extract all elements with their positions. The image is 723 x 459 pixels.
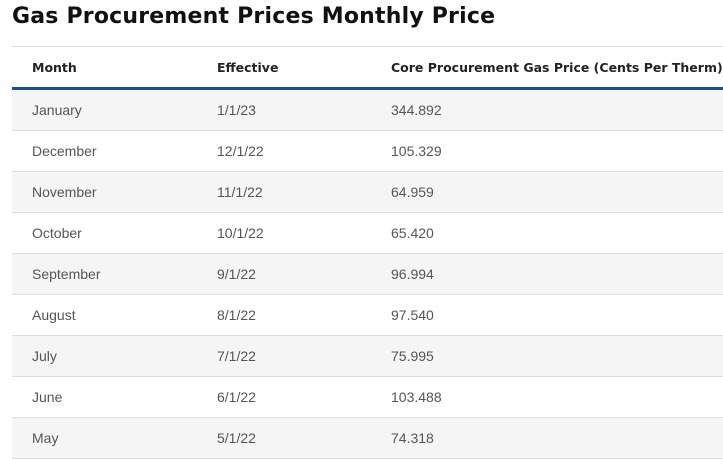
table-row: November 11/1/22 64.959 [12, 171, 723, 213]
table-cell: 7/1/22 [197, 335, 371, 377]
table-cell: July [12, 335, 197, 377]
table-cell: 74.318 [371, 417, 723, 459]
table-body: January 1/1/23 344.892 December 12/1/22 105.3… [12, 88, 723, 459]
table-row: January 1/1/23 344.892 [12, 88, 723, 131]
table-cell: 344.892 [371, 88, 723, 131]
page: Gas Procurement Prices Monthly Price Mon… [12, 4, 723, 459]
header-row: Month Effective Core Procurement Gas Price… [12, 46, 723, 90]
table-row: December 12/1/22 105.329 [12, 130, 723, 172]
table-cell: 105.329 [371, 130, 723, 172]
table-cell: 10/1/22 [197, 212, 371, 254]
table-cell: September [12, 253, 197, 295]
column-header: Core Procurement Gas Price (Cents Per Th… [371, 46, 723, 90]
column-header: Effective [197, 46, 371, 90]
table-cell: 65.420 [371, 212, 723, 254]
table-row: May 5/1/22 74.318 [12, 417, 723, 459]
table-cell: 6/1/22 [197, 376, 371, 418]
page-title: Gas Procurement Prices Monthly Price [12, 4, 496, 29]
table-row: August 8/1/22 97.540 [12, 294, 723, 336]
table-cell: 11/1/22 [197, 171, 371, 213]
table-row: June 6/1/22 103.488 [12, 376, 723, 418]
table-cell: January [12, 88, 197, 131]
table-cell: 103.488 [371, 376, 723, 418]
price-table: Month Effective Core Procurement Gas Price… [12, 46, 723, 459]
table-cell: 64.959 [371, 171, 723, 213]
table-cell: November [12, 171, 197, 213]
column-header: Month [12, 46, 197, 90]
table-cell: 96.994 [371, 253, 723, 295]
table-cell: 97.540 [371, 294, 723, 336]
table-row: October 10/1/22 65.420 [12, 212, 723, 254]
table-header: Month Effective Core Procurement Gas Price… [12, 46, 723, 90]
table-cell: 1/1/23 [197, 88, 371, 131]
table-row: September 9/1/22 96.994 [12, 253, 723, 295]
table-cell: 75.995 [371, 335, 723, 377]
table-cell: 5/1/22 [197, 417, 371, 459]
table-cell: June [12, 376, 197, 418]
table-cell: December [12, 130, 197, 172]
table-cell: May [12, 417, 197, 459]
table-cell: October [12, 212, 197, 254]
table-row: July 7/1/22 75.995 [12, 335, 723, 377]
table-cell: 8/1/22 [197, 294, 371, 336]
table-cell: 12/1/22 [197, 130, 371, 172]
table-cell: 9/1/22 [197, 253, 371, 295]
table-cell: August [12, 294, 197, 336]
